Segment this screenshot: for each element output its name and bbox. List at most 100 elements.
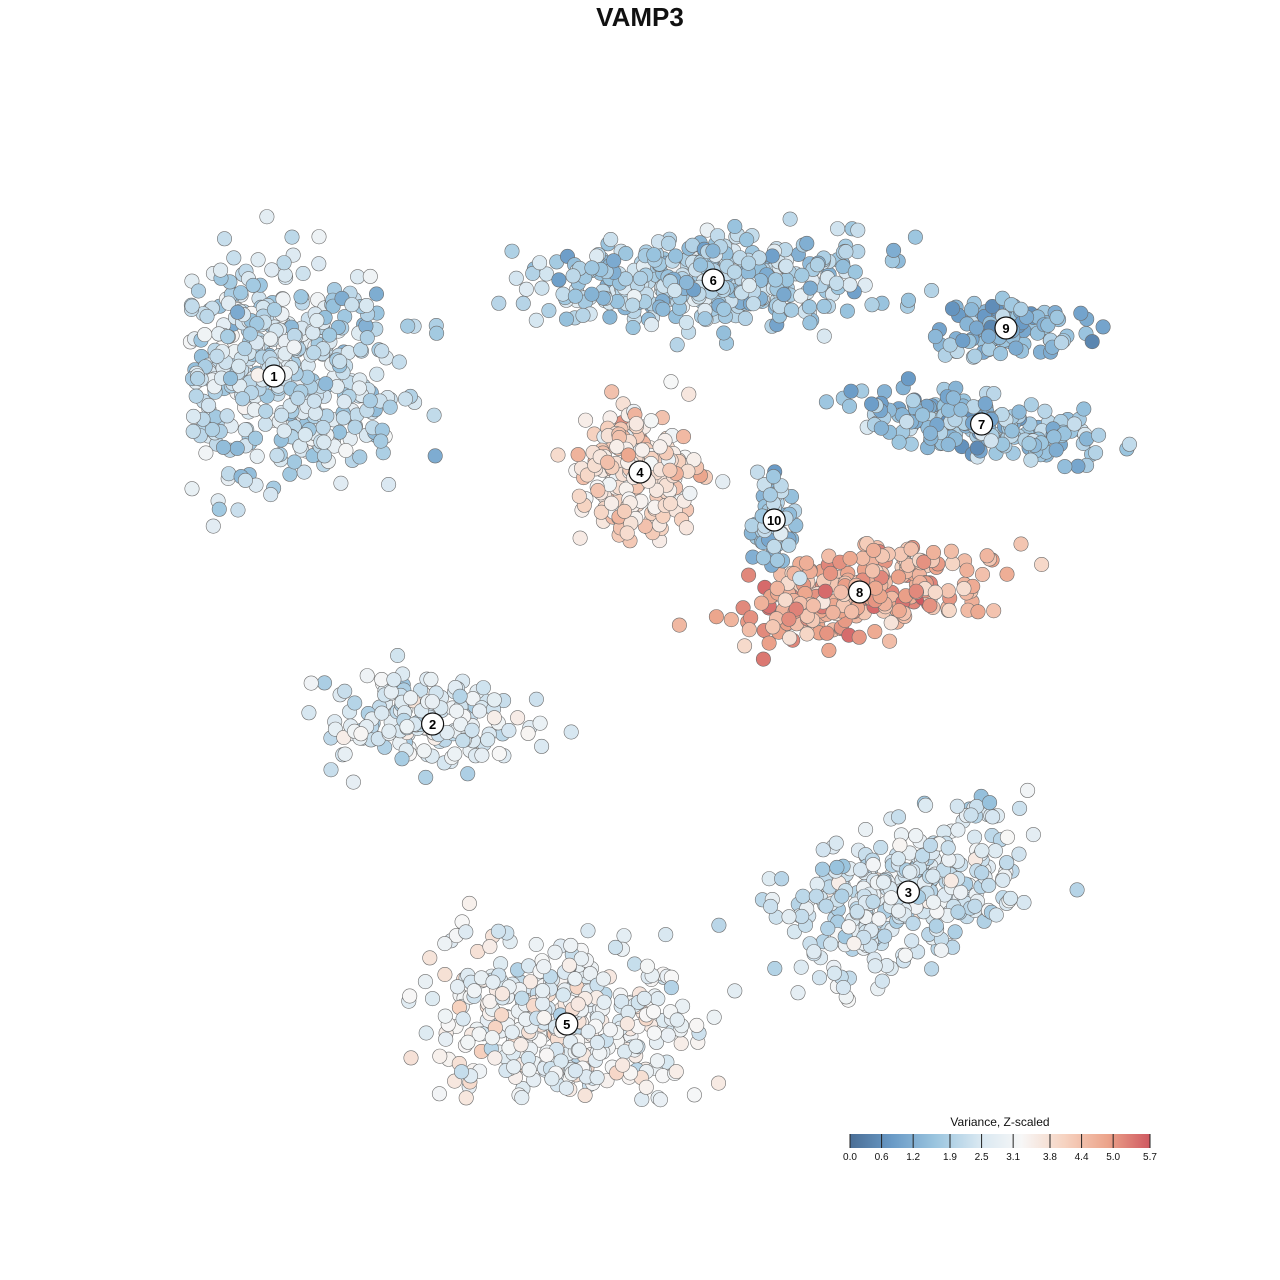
- data-point: [658, 927, 674, 943]
- data-point: [723, 612, 739, 628]
- data-point: [874, 973, 890, 989]
- data-point: [250, 252, 266, 268]
- data-point: [532, 715, 548, 731]
- data-point: [603, 232, 619, 248]
- data-point: [352, 449, 368, 465]
- data-point: [230, 304, 246, 320]
- data-point: [1004, 423, 1020, 439]
- data-point: [528, 312, 544, 328]
- data-point: [510, 710, 526, 726]
- data-point: [558, 1080, 574, 1096]
- data-point: [953, 884, 969, 900]
- data-point: [418, 769, 434, 785]
- data-point: [600, 454, 616, 470]
- data-point: [582, 966, 598, 982]
- data-point: [188, 388, 204, 404]
- data-point: [914, 848, 930, 864]
- data-point: [1066, 416, 1082, 432]
- data-point: [368, 286, 384, 302]
- data-point: [783, 302, 799, 318]
- data-point: [204, 422, 220, 438]
- data-point: [606, 253, 622, 269]
- data-point: [474, 747, 490, 763]
- data-point: [525, 265, 541, 281]
- data-point: [995, 872, 1011, 888]
- data-point: [864, 297, 880, 313]
- data-point: [589, 1035, 605, 1051]
- data-point: [494, 1007, 510, 1023]
- data-point: [662, 496, 678, 512]
- data-point: [905, 915, 921, 931]
- data-point: [615, 1057, 631, 1073]
- data-point: [402, 988, 418, 1004]
- data-point: [682, 485, 698, 501]
- data-point: [628, 416, 644, 432]
- data-point: [316, 434, 332, 450]
- data-point: [458, 1090, 474, 1106]
- data-point: [567, 288, 583, 304]
- data-point: [374, 705, 390, 721]
- data-point: [835, 979, 851, 995]
- data-point: [981, 877, 997, 893]
- legend-ticks: 0.0 0.6 1.2 1.9 2.5 3.1 3.8 4.4 5.0 5.7: [843, 1134, 1157, 1163]
- data-point: [686, 1087, 702, 1103]
- data-point: [970, 604, 986, 620]
- legend-tick-label: 5.0: [1106, 1152, 1120, 1163]
- data-point: [886, 242, 902, 258]
- data-point: [230, 502, 246, 518]
- data-point: [286, 339, 302, 355]
- data-point: [953, 402, 969, 418]
- data-point: [799, 555, 815, 571]
- data-point: [792, 570, 808, 586]
- legend-color-bar: [850, 1134, 1150, 1148]
- data-point: [190, 370, 206, 386]
- data-point: [847, 264, 863, 280]
- data-point: [816, 328, 832, 344]
- cluster-label-5: 5: [555, 1012, 579, 1036]
- data-point: [565, 268, 581, 284]
- data-point: [940, 840, 956, 856]
- data-point: [765, 469, 781, 485]
- data-point: [741, 277, 757, 293]
- data-point: [318, 376, 334, 392]
- data-point: [865, 857, 881, 873]
- data-point: [226, 250, 242, 266]
- data-point: [985, 809, 1001, 825]
- data-point: [918, 797, 934, 813]
- data-point: [850, 222, 866, 238]
- data-point: [916, 554, 932, 570]
- data-point: [593, 504, 609, 520]
- data-point: [572, 530, 588, 546]
- data-point: [811, 970, 827, 986]
- data-point: [1076, 401, 1092, 417]
- cluster-label-8: 8: [847, 580, 872, 604]
- data-point: [820, 920, 836, 936]
- data-point: [849, 904, 865, 920]
- data-point: [766, 539, 782, 555]
- data-point: [284, 229, 300, 245]
- data-point: [332, 353, 348, 369]
- data-point: [1054, 335, 1070, 351]
- data-point: [681, 386, 697, 402]
- data-point: [264, 262, 280, 278]
- data-point: [205, 518, 221, 534]
- data-point: [943, 873, 959, 889]
- data-point: [417, 974, 433, 990]
- data-point: [381, 723, 397, 739]
- legend-tick-label: 4.4: [1075, 1152, 1089, 1163]
- data-point: [532, 255, 548, 271]
- cluster-label-6: 6: [701, 268, 725, 292]
- data-point: [865, 563, 881, 579]
- data-point: [306, 393, 322, 409]
- legend-tick-label: 2.5: [975, 1152, 989, 1163]
- data-point: [777, 592, 793, 608]
- data-point: [805, 598, 821, 614]
- data-point: [761, 635, 777, 651]
- data-point: [508, 270, 524, 286]
- data-point: [705, 243, 721, 259]
- cluster-badge-icon: [762, 508, 786, 532]
- data-point: [818, 898, 834, 914]
- data-point: [900, 371, 916, 387]
- data-point: [903, 541, 919, 557]
- data-point: [1046, 429, 1062, 445]
